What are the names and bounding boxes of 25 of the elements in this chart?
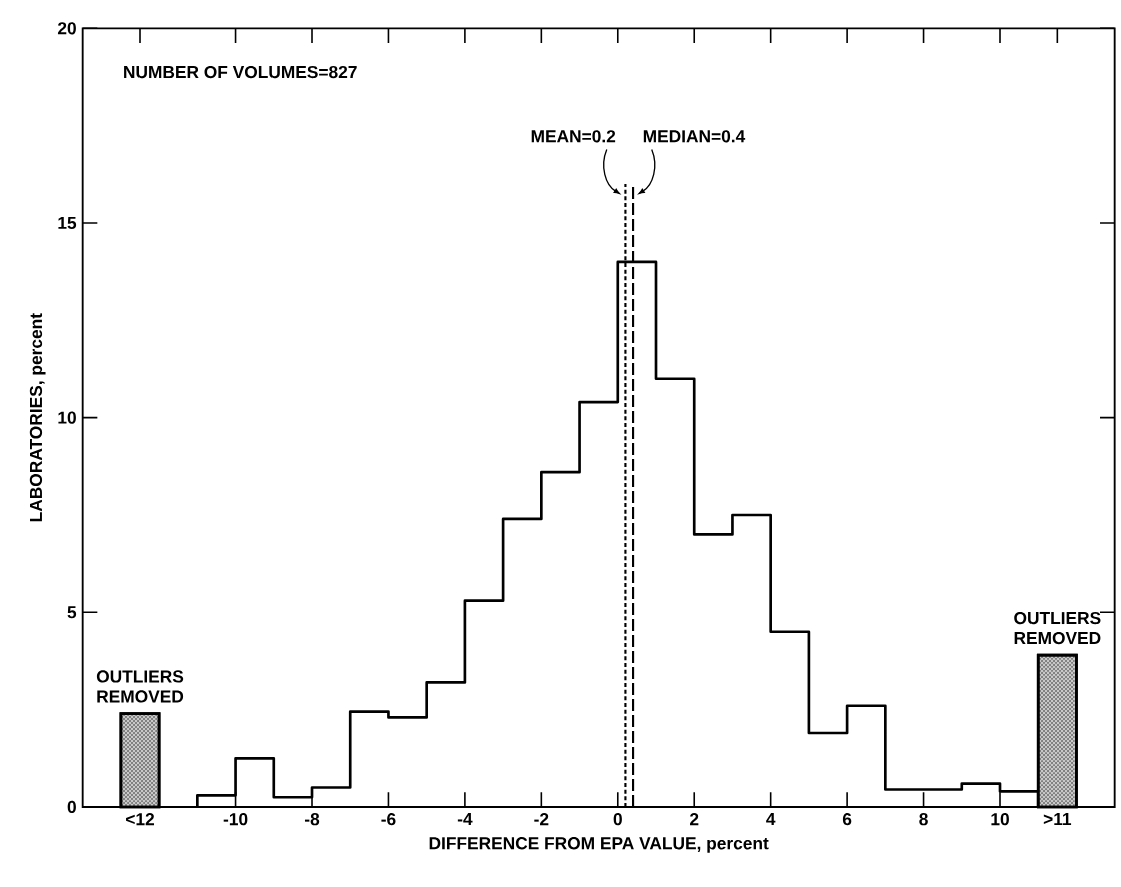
x-tick-label: -10 — [223, 813, 248, 826]
x-tick-label: 8 — [919, 813, 928, 826]
x-tick-label: <12 — [126, 813, 155, 826]
ref-line-label: MEAN=0.2 — [531, 130, 616, 143]
y-tick-label: 5 — [67, 606, 77, 619]
annotation: NUMBER OF VOLUMES=827 — [124, 65, 357, 79]
y-tick-label: 15 — [58, 216, 77, 230]
y-tick-label: 20 — [57, 22, 76, 35]
x-tick-label: -8 — [304, 813, 320, 826]
y-tick-label: 0 — [67, 800, 76, 814]
x-tick-label: -4 — [457, 813, 473, 825]
x-axis-title: DIFFERENCE FROM EPA VALUE, percent — [429, 837, 769, 853]
x-tick-label: 0 — [613, 813, 622, 826]
x-tick-label: 6 — [842, 813, 852, 826]
annotation: OUTLIERS REMOVED — [1014, 611, 1101, 645]
x-tick-label: -6 — [381, 813, 396, 826]
y-axis-title: LABORATORIES, percent — [29, 313, 46, 522]
x-tick-label: 4 — [766, 813, 776, 825]
ref-line-label: MEDIAN=0.4 — [643, 130, 746, 143]
x-tick-label: 2 — [690, 813, 699, 826]
x-tick-label: -2 — [534, 813, 549, 826]
annotation: OUTLIERS REMOVED — [96, 670, 184, 703]
x-tick-label: 10 — [991, 813, 1009, 826]
y-tick-label: 10 — [58, 411, 76, 424]
x-tick-label: >11 — [1043, 813, 1072, 825]
